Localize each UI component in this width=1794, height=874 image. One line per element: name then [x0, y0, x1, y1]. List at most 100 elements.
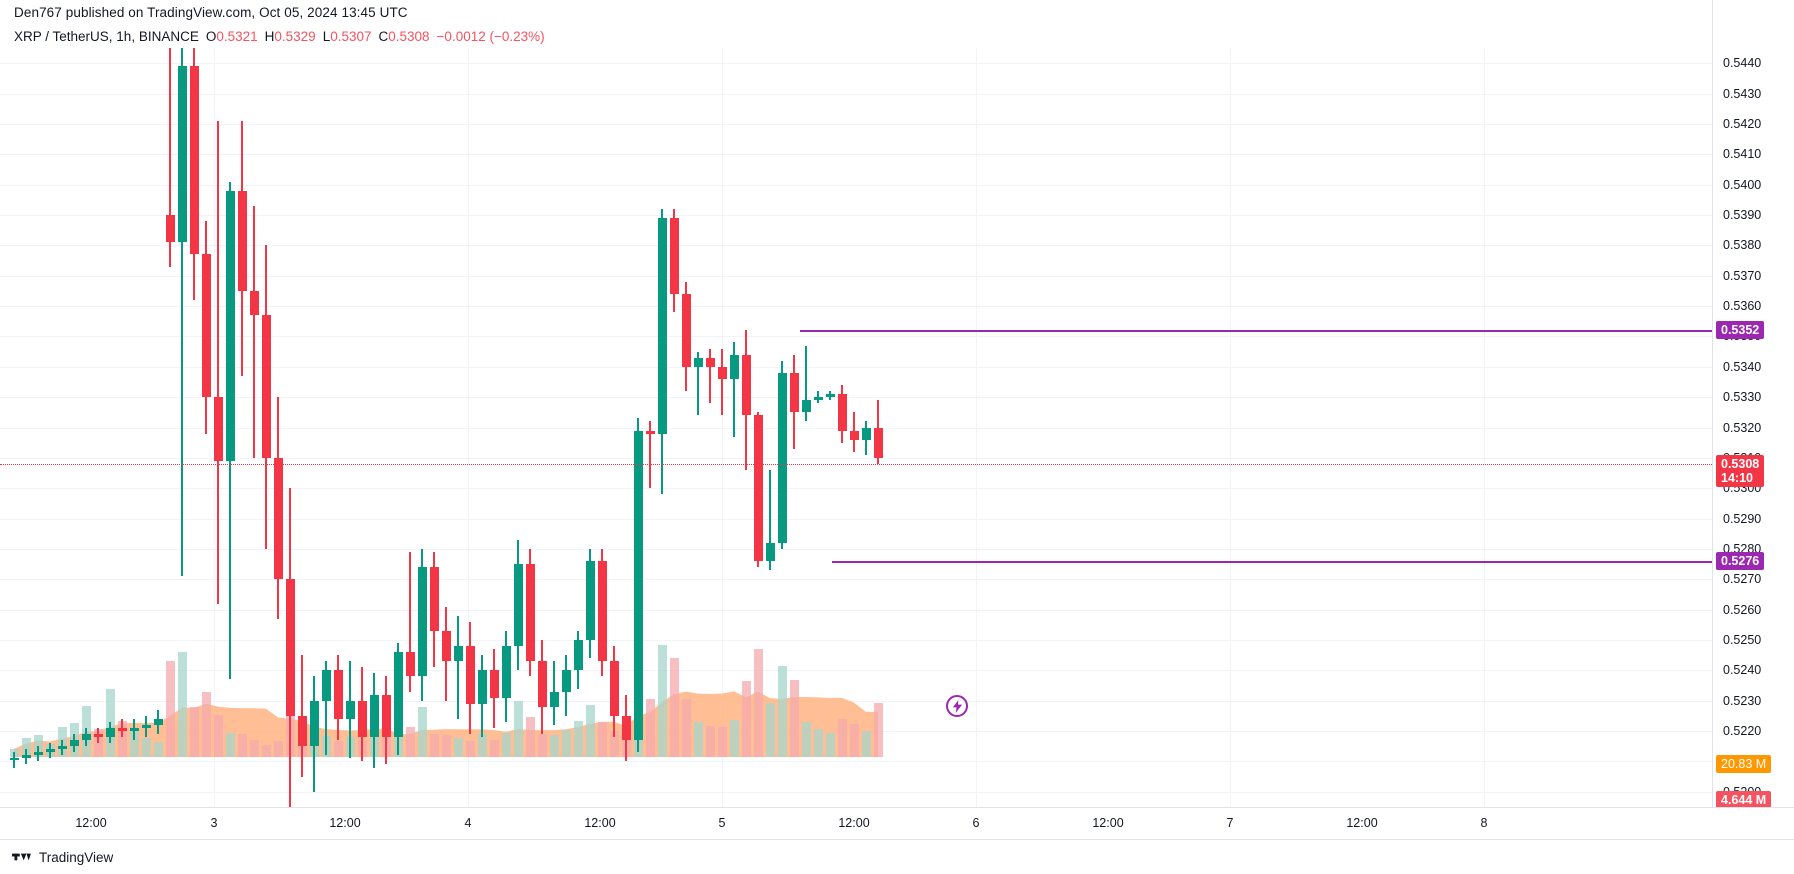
volume-bar: [705, 725, 715, 757]
candle-body: [393, 652, 403, 738]
gridline-vertical: [722, 48, 723, 807]
gridline-horizontal: [0, 306, 1712, 308]
price-tick-label: 0.5240: [1723, 663, 1762, 678]
candle-body: [693, 357, 703, 367]
price-tick-label: 0.5330: [1723, 390, 1762, 405]
volume-bar: [741, 681, 751, 757]
price-tick-label: 0.5400: [1723, 177, 1762, 192]
last-price-line: [0, 463, 1712, 465]
volume-bar: [177, 652, 187, 757]
candle-body: [105, 728, 115, 738]
low-value: 0.5307: [330, 29, 372, 44]
time-tick-label: 7: [1226, 816, 1234, 830]
price-tick-label: 0.5410: [1723, 147, 1762, 162]
resistance-price-badge[interactable]: 0.5352: [1716, 321, 1765, 340]
volume-bar: [189, 706, 199, 757]
candle-body: [681, 293, 691, 367]
gridline-vertical: [1484, 48, 1485, 807]
tradingview-brand-text: TradingView: [39, 849, 114, 865]
volume-bar: [453, 738, 463, 757]
candle-body: [561, 670, 571, 692]
gridline-vertical: [976, 48, 977, 807]
gridline-horizontal: [0, 609, 1712, 611]
candle-body: [477, 670, 487, 704]
gridline-horizontal: [0, 366, 1712, 368]
volume-bar: [861, 731, 871, 757]
candle-body: [333, 670, 343, 719]
gridline-horizontal: [0, 427, 1712, 429]
volume-bar: [417, 706, 427, 757]
volume-last-badge[interactable]: 4.644 M: [1716, 791, 1772, 809]
resistance-line[interactable]: [800, 330, 1712, 333]
candle-body: [189, 66, 199, 255]
candle-wick: [253, 205, 255, 458]
candle-body: [453, 646, 463, 662]
gridline-horizontal: [0, 700, 1712, 702]
gridline-horizontal: [0, 457, 1712, 459]
time-axis[interactable]: 12:00 3 12:00 4 12:00 5 12:00 6 12:00 7 12:00 8: [0, 807, 1794, 839]
volume-bar: [117, 720, 127, 757]
volume-bar: [693, 722, 703, 757]
candle-body: [369, 694, 379, 738]
candle-body: [141, 725, 151, 729]
price-tick-label: 0.5340: [1723, 359, 1762, 374]
candle-body: [441, 630, 451, 662]
volume-bar: [129, 731, 139, 757]
candle-body: [657, 218, 667, 434]
volume-bar: [33, 734, 43, 757]
gridline-horizontal: [0, 93, 1712, 95]
candle-wick: [769, 470, 771, 571]
volume-bar: [477, 733, 487, 757]
volume-bar: [525, 717, 535, 757]
support-price-badge[interactable]: 0.5276: [1716, 552, 1765, 571]
candle-body: [465, 646, 475, 704]
volume-bar: [153, 741, 163, 757]
candle-wick: [709, 348, 711, 404]
time-tick-label: 12:00: [1092, 816, 1124, 830]
candle-body: [201, 254, 211, 398]
gridline-vertical: [1230, 48, 1231, 807]
candle-body: [489, 670, 499, 698]
price-tick-label: 0.5370: [1723, 268, 1762, 283]
candle-wick: [181, 48, 183, 577]
candle-body: [813, 397, 823, 401]
lightning-bolt-icon[interactable]: [946, 695, 968, 717]
volume-bar: [21, 738, 31, 757]
change-value: −0.0012 (−0.23%): [436, 29, 545, 44]
volume-bar: [801, 722, 811, 757]
candle-body: [381, 694, 391, 738]
price-tick-label: 0.5250: [1723, 633, 1762, 648]
chart-plot-area[interactable]: [0, 48, 1712, 807]
price-tick-label: 0.5270: [1723, 572, 1762, 587]
volume-bar: [573, 720, 583, 757]
volume-bar: [441, 734, 451, 757]
time-tick-label: 12:00: [838, 816, 870, 830]
candle-wick: [457, 615, 459, 719]
time-tick-label: 8: [1480, 816, 1488, 830]
price-tick-label: 0.5420: [1723, 116, 1762, 131]
volume-bar: [717, 726, 727, 757]
tradingview-logo-icon: [12, 853, 31, 861]
support-line[interactable]: [832, 561, 1712, 564]
candle-body: [525, 564, 535, 662]
candle-body: [873, 427, 883, 458]
candle-body: [285, 579, 295, 716]
volume-bar: [813, 729, 823, 757]
tradingview-logo[interactable]: TradingView: [12, 850, 113, 865]
gridline-horizontal: [0, 63, 1712, 65]
candle-body: [729, 354, 739, 379]
symbol-title[interactable]: XRP / TetherUS, 1h, BINANCE: [14, 29, 199, 44]
candle-body: [261, 315, 271, 458]
price-axis[interactable]: 0.5440 0.5430 0.5420 0.5410 0.5400 0.5390 0.53…: [1712, 0, 1794, 809]
candle-body: [765, 542, 775, 562]
volume-bar: [465, 740, 475, 757]
candle-body: [501, 646, 511, 698]
gridline-horizontal: [0, 518, 1712, 520]
candle-body: [93, 734, 103, 738]
candle-wick: [217, 120, 219, 604]
gridline-horizontal: [0, 640, 1712, 642]
last-price-badge[interactable]: 0.5308 14:10: [1716, 454, 1765, 487]
volume-bar: [405, 726, 415, 757]
candle-body: [645, 430, 655, 434]
volume-ma-badge[interactable]: 20.83 M: [1716, 755, 1772, 773]
